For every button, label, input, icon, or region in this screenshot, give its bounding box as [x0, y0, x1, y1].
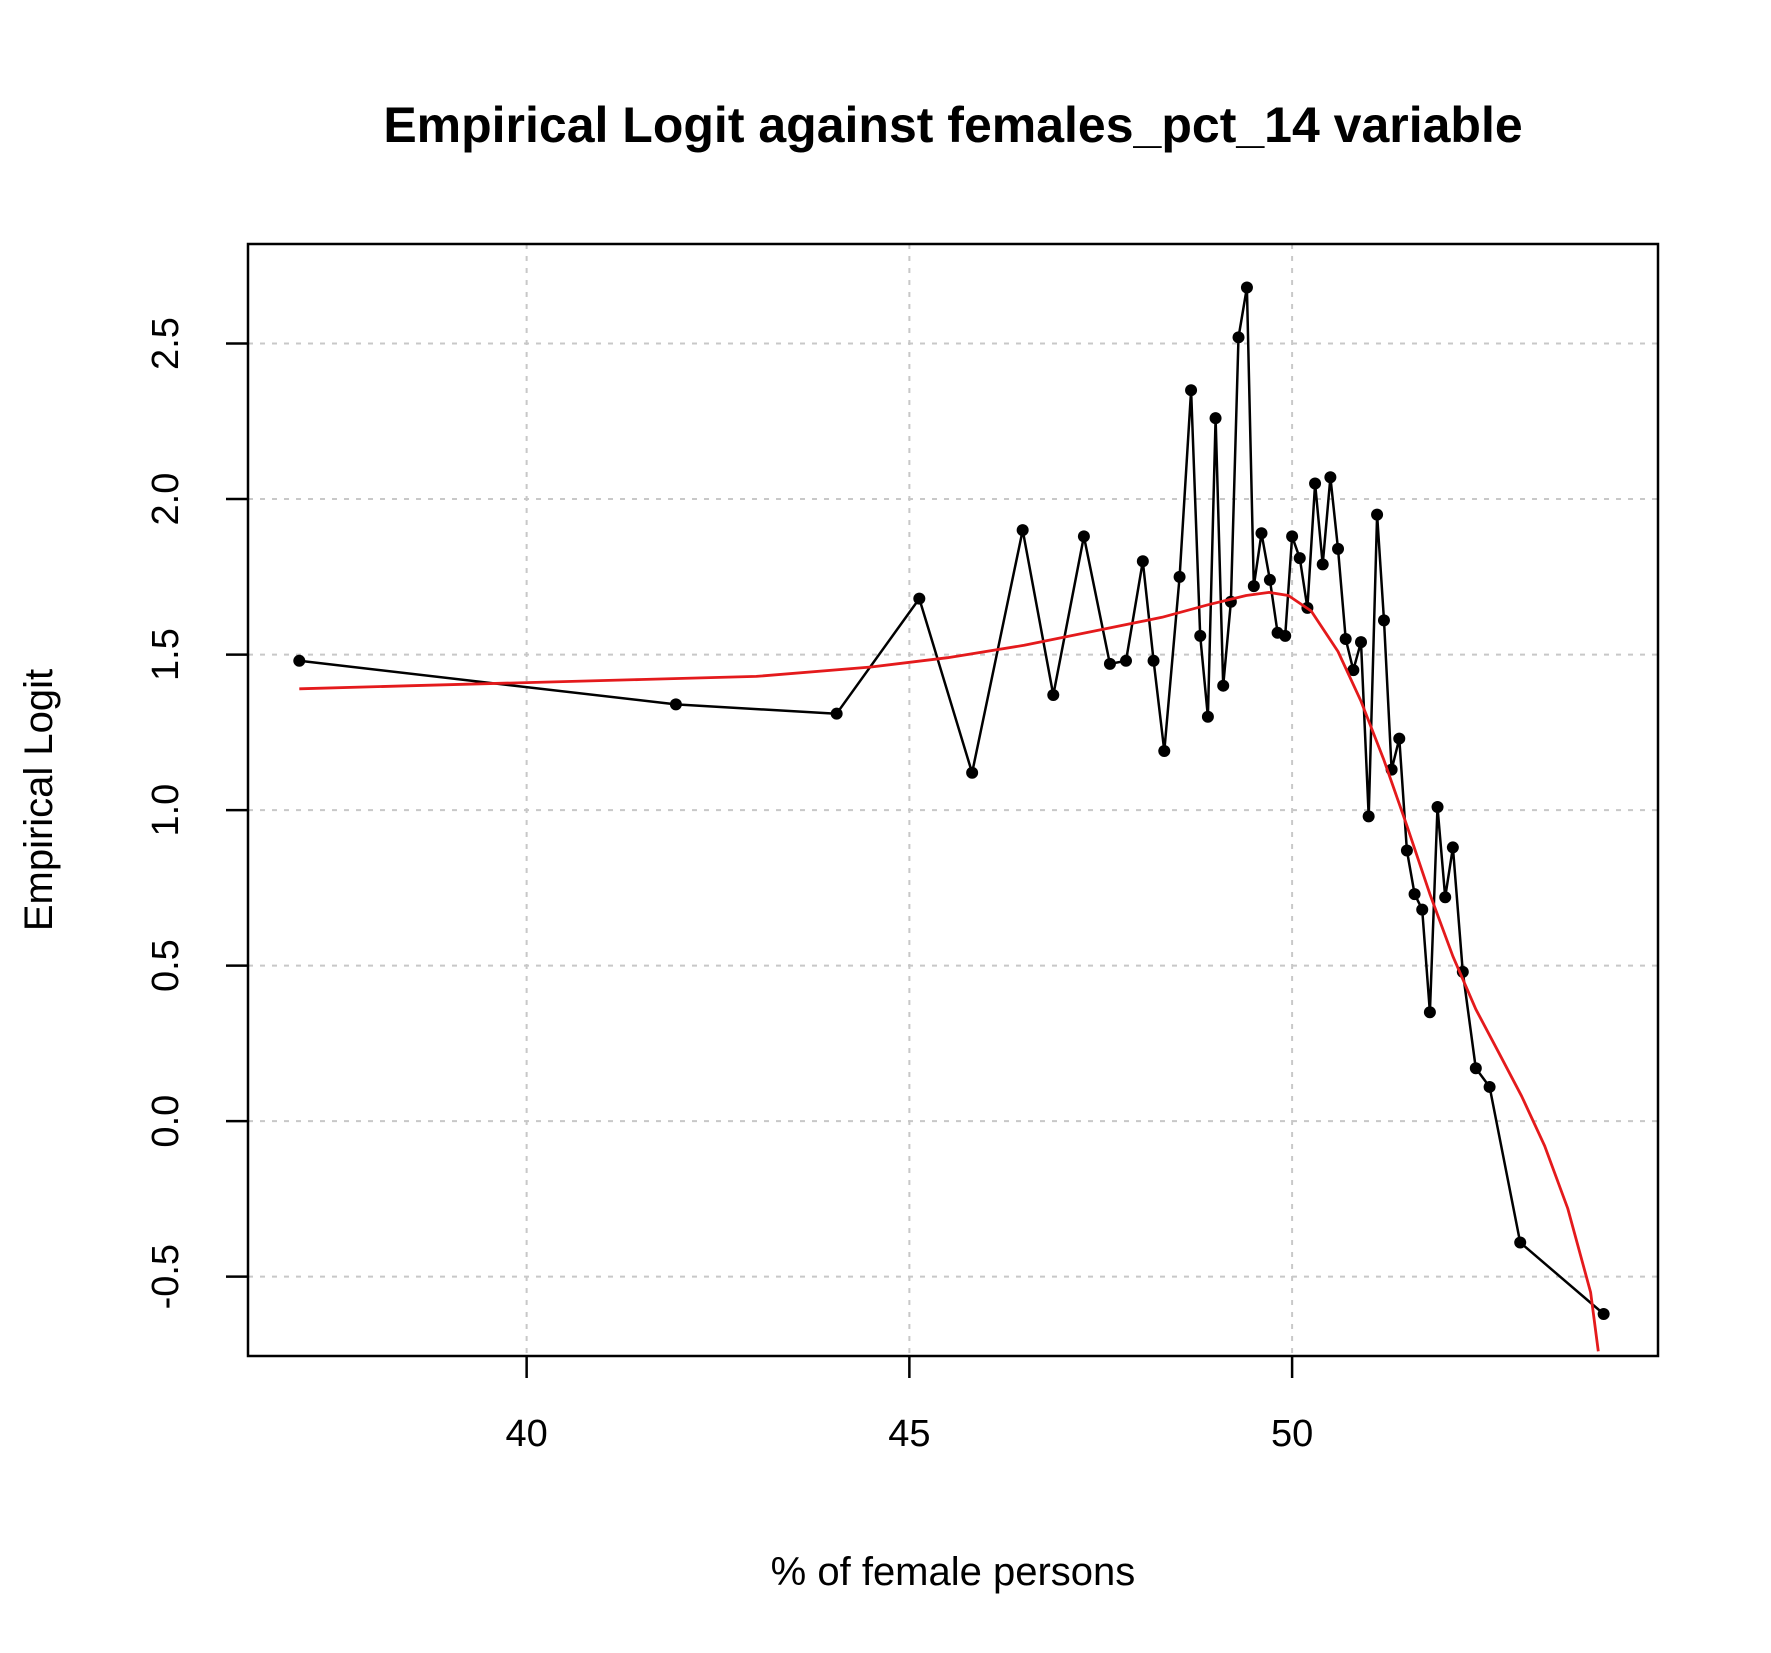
data-point — [966, 766, 979, 779]
data-point — [669, 698, 682, 711]
data-point — [1103, 657, 1116, 670]
empirical-logit-line — [299, 286, 1605, 1315]
data-point — [1119, 654, 1132, 667]
data-point — [1446, 841, 1459, 854]
y-axis-label: Empirical Logit — [17, 669, 61, 931]
data-point — [1279, 629, 1292, 642]
data-point — [1147, 654, 1160, 667]
data-point — [1136, 555, 1149, 568]
data-point — [1232, 331, 1245, 344]
data-point — [1377, 614, 1390, 627]
smooth-fit-series — [299, 591, 1600, 1352]
empirical-logit-series — [293, 281, 1610, 1321]
data-point — [293, 654, 306, 667]
x-tick-label: 50 — [1271, 1413, 1313, 1455]
chart-title: Empirical Logit against females_pct_14 v… — [383, 97, 1522, 153]
data-point — [1514, 1236, 1527, 1249]
data-point — [1408, 888, 1421, 901]
data-point — [913, 592, 926, 605]
data-point — [1255, 527, 1268, 540]
data-point — [1217, 679, 1230, 692]
data-point — [1263, 573, 1276, 586]
data-point — [1309, 477, 1322, 490]
data-point — [1077, 530, 1090, 543]
data-point — [1416, 903, 1429, 916]
y-tick-label: 2.5 — [145, 317, 187, 370]
data-point — [1597, 1308, 1610, 1321]
data-point — [1324, 471, 1337, 484]
data-point — [1158, 745, 1171, 758]
series-layer — [293, 281, 1610, 1352]
data-point — [1293, 552, 1306, 565]
y-tick-label: 2.0 — [145, 473, 187, 526]
data-point — [1469, 1062, 1482, 1075]
y-tick-label: 0.5 — [145, 939, 187, 992]
data-point — [1173, 570, 1186, 583]
data-point — [1201, 710, 1214, 723]
y-tick-label: 1.0 — [145, 784, 187, 837]
data-point — [1431, 800, 1444, 813]
grid-layer — [248, 244, 1658, 1356]
data-point — [1209, 412, 1222, 425]
y-tick-label: 1.5 — [145, 628, 187, 681]
data-point — [1483, 1080, 1496, 1093]
data-point — [1362, 810, 1375, 823]
tick-layer: 40 45 50 -0.5 0.0 0.5 1.0 1.5 2.0 2.5 — [145, 317, 1313, 1455]
data-point — [1393, 732, 1406, 745]
data-point — [1347, 664, 1360, 677]
data-point — [1400, 844, 1413, 857]
data-point — [1185, 384, 1198, 397]
data-point — [1354, 636, 1367, 649]
data-point — [1339, 633, 1352, 646]
data-point — [1371, 508, 1384, 521]
data-point — [1286, 530, 1299, 543]
plot-frame — [246, 242, 1660, 1358]
data-point — [1316, 558, 1329, 571]
data-point — [1016, 524, 1029, 537]
y-tick-label: 0.0 — [145, 1095, 187, 1148]
data-point — [1247, 580, 1260, 593]
data-point — [1439, 891, 1452, 904]
data-point — [1047, 689, 1060, 702]
data-point — [1194, 629, 1207, 642]
y-tick-label: -0.5 — [145, 1244, 187, 1309]
x-tick-label: 45 — [888, 1413, 930, 1455]
data-point — [1423, 1006, 1436, 1019]
x-tick-label: 40 — [505, 1413, 547, 1455]
data-point — [1332, 542, 1345, 555]
smooth-fit-line — [299, 591, 1600, 1352]
data-point — [1240, 281, 1253, 294]
x-axis-label: % of female persons — [771, 1550, 1136, 1594]
data-point — [830, 707, 843, 720]
